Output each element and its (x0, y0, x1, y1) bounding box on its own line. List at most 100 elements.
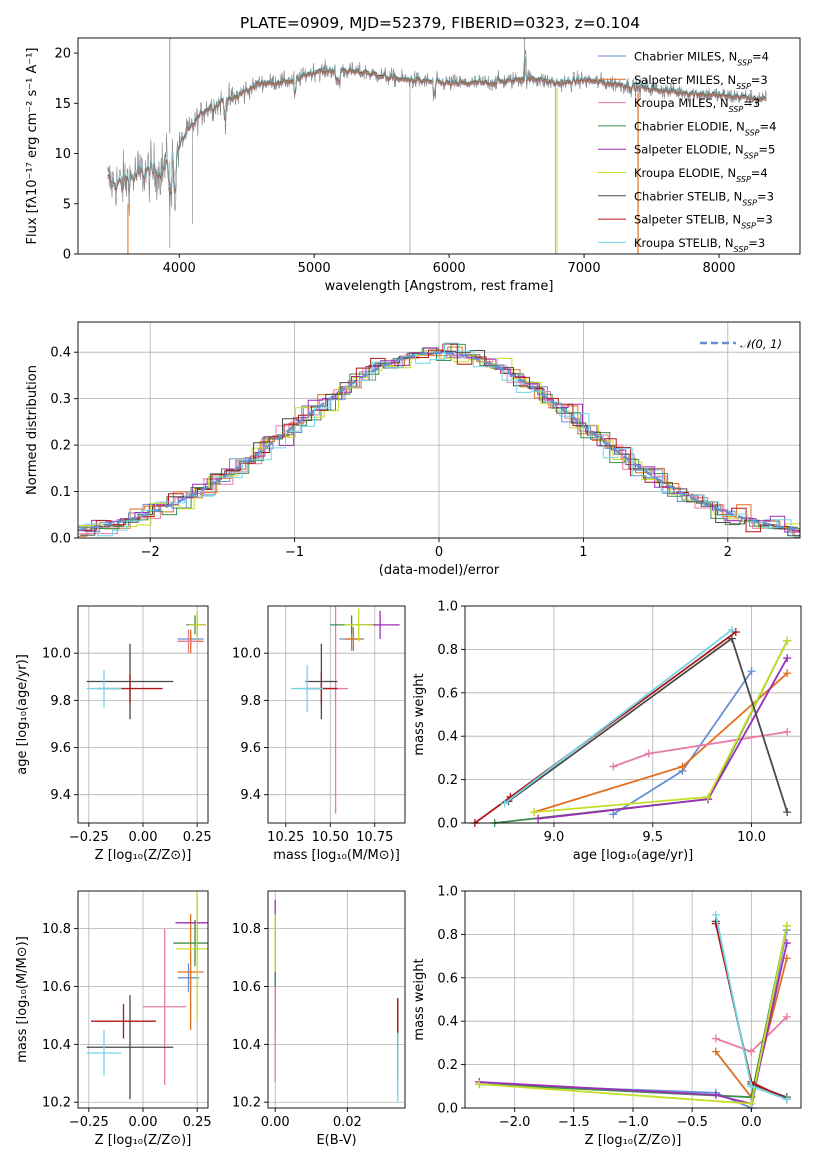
y-tick-label: 0.4 (50, 346, 71, 361)
x-tick-label: −1.5 (558, 1115, 590, 1130)
x-tick-label: −0.25 (69, 1115, 109, 1130)
mass-vs-extinction-panel: 0.00 0.02 10.2 10.4 10.6 10.8 E(B-V) (232, 890, 406, 1148)
y-tick-label: 0.4 (437, 1015, 458, 1030)
x-tick-label: −1 (285, 545, 304, 560)
legend-name: Salpeter MILES, N (634, 73, 736, 87)
legend-subscript: SSP (729, 105, 744, 114)
weight-marker-5 (747, 1099, 756, 1108)
y-tick-label: 9.4 (50, 788, 71, 803)
legend-count: =3 (757, 189, 774, 203)
legend-label-6: Chabrier STELIB, NSSP=3 (634, 189, 774, 207)
mass-vs-metallicity-panel: −0.25 0.00 0.25 10.2 10.4 10.6 10.8 Z [log₁₀(Z/… (15, 890, 212, 1148)
legend-count: =4 (760, 119, 777, 133)
weight-marker-1 (711, 1047, 720, 1056)
y-tick-label: 10.2 (232, 1096, 261, 1111)
x-tick-label: 0.0 (741, 1115, 762, 1130)
y-tick-label: 0.8 (437, 643, 458, 658)
legend-subscript: SSP (742, 198, 757, 207)
y-tick-label: 9.6 (50, 741, 71, 756)
legend-count: =3 (756, 213, 773, 227)
y-tick-label: 10 (54, 147, 71, 162)
y-tick-label: 15 (54, 97, 71, 112)
x-tick-label: 0.00 (129, 830, 158, 845)
age-vs-mass-panel: 10.25 10.50 10.75 9.4 9.6 9.8 10.0 mass [log₁₀(… (232, 605, 406, 863)
x-tick-label: −2.0 (499, 1115, 531, 1130)
x-tick-label: 2 (724, 545, 732, 560)
legend-label-8: Kroupa STELIB, NSSP=3 (634, 236, 765, 254)
y-tick-label: 1.0 (437, 885, 458, 900)
y-tick-label: 10.6 (232, 980, 261, 995)
legend-label-0: Chabrier MILES, NSSP=4 (634, 50, 769, 68)
weight-line-4 (479, 942, 788, 1105)
legend-count: =4 (752, 50, 769, 64)
x-tick-label: 9.0 (544, 830, 565, 845)
weight-marker-1 (783, 669, 792, 678)
legend-subscript: SSP (745, 128, 760, 137)
y-tick-label: 10.8 (232, 922, 261, 937)
legend-name: Salpeter ELODIE, N (634, 143, 744, 157)
y-axis-label: age [log₁₀(age/yr)] (15, 654, 30, 775)
weight-marker-4 (783, 654, 792, 663)
model-fit-line-8 (107, 56, 767, 193)
plot-frame (464, 605, 802, 824)
plot-frame (77, 37, 801, 255)
histogram-step-3 (78, 343, 800, 530)
histogram-step-4 (78, 347, 800, 533)
x-tick-label: 9.5 (642, 830, 663, 845)
y-tick-label: 0.4 (437, 730, 458, 745)
weight-marker-5 (704, 792, 713, 801)
x-tick-label: −0.5 (676, 1115, 708, 1130)
x-axis-label: Z [log₁₀(Z/Z⊙)] (95, 1133, 192, 1148)
y-tick-label: 0.2 (437, 773, 458, 788)
normal-curve (77, 351, 801, 532)
y-tick-label: 0.2 (437, 1058, 458, 1073)
y-tick-label: 9.4 (240, 788, 261, 803)
legend-name: Chabrier ELODIE, N (634, 119, 745, 133)
weight-marker-8 (747, 1082, 756, 1091)
histogram-step-7 (81, 343, 800, 533)
y-axis-label: mass [log₁₀(M/M⊙)] (15, 936, 30, 1063)
legend-label-1: Salpeter MILES, NSSP=3 (634, 73, 768, 91)
y-axis-label: mass weight (412, 958, 427, 1040)
weight-marker-4 (534, 814, 543, 823)
legend-count: =3 (751, 73, 768, 87)
legend-subscript: SSP (744, 151, 759, 160)
weight-marker-2 (747, 1047, 756, 1056)
x-tick-label: 10.0 (737, 830, 766, 845)
y-tick-label: 0 (63, 248, 71, 263)
x-tick-label: 6000 (433, 261, 466, 276)
legend-name: Chabrier STELIB, N (634, 189, 742, 203)
legend-count: =3 (743, 96, 760, 110)
x-tick-label: −2 (141, 545, 160, 560)
age-vs-metallicity-panel: −0.25 0.00 0.25 9.4 9.6 9.8 10.0 Z [log₁₀(Z/Z⊙)… (15, 605, 212, 863)
x-tick-label: 0.25 (183, 1115, 212, 1130)
y-tick-label: 0.2 (50, 439, 71, 454)
x-tick-label: 10.75 (356, 830, 393, 845)
x-tick-label: 0.00 (261, 1115, 290, 1130)
x-tick-label: 4000 (163, 261, 196, 276)
weight-marker-0 (609, 810, 618, 819)
weight-marker-8 (727, 625, 736, 634)
legend-label-5: Kroupa ELODIE, NSSP=4 (634, 166, 768, 184)
weight-line-2 (612, 731, 788, 768)
legend-subscript: SSP (737, 58, 752, 67)
weight-marker-2 (711, 1034, 720, 1043)
legend-label-normal: 𝒩(0, 1) (740, 337, 782, 351)
y-axis-label: Normed distribution (25, 365, 40, 495)
x-tick-label: 7000 (568, 261, 601, 276)
x-tick-label: 0 (435, 545, 443, 560)
histogram-step-6 (80, 350, 800, 537)
legend-name: Salpeter STELIB, N (634, 213, 741, 227)
spectrum-panel: 4000 5000 6000 7000 8000 0 5 10 15 20 wavelength [… (25, 37, 801, 294)
weight-marker-1 (678, 762, 687, 771)
weight-marker-5 (782, 921, 791, 930)
mass-weight-vs-metallicity-panel: −2.0 −1.5 −1.0 −0.5 0.0 0.0 0.2 0.4 0.6 0.8 1.0 Z [… (412, 885, 802, 1148)
weight-marker-6 (783, 808, 792, 817)
x-tick-label: 0.00 (129, 1115, 158, 1130)
x-tick-label: 8000 (702, 261, 735, 276)
weight-marker-8 (500, 799, 509, 808)
residual-histogram-panel: −2 −1 0 1 2 0.0 0.1 0.2 0.3 0.4 (data-model)/error… (25, 321, 801, 578)
legend-subscript: SSP (736, 81, 751, 90)
weight-marker-2 (609, 762, 618, 771)
